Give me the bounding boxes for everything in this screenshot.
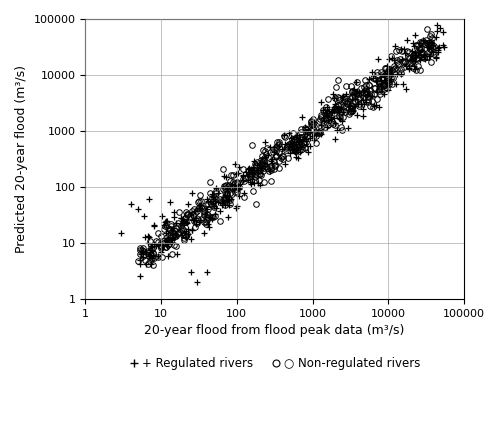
X-axis label: 20-year flood from flood peak data (m³/s): 20-year flood from flood peak data (m³/s… [144, 324, 405, 337]
Legend: + Regulated rivers, ○ Non-regulated rivers: + Regulated rivers, ○ Non-regulated rive… [124, 352, 425, 375]
Y-axis label: Predicted 20-year flood (m³/s): Predicted 20-year flood (m³/s) [15, 65, 28, 253]
